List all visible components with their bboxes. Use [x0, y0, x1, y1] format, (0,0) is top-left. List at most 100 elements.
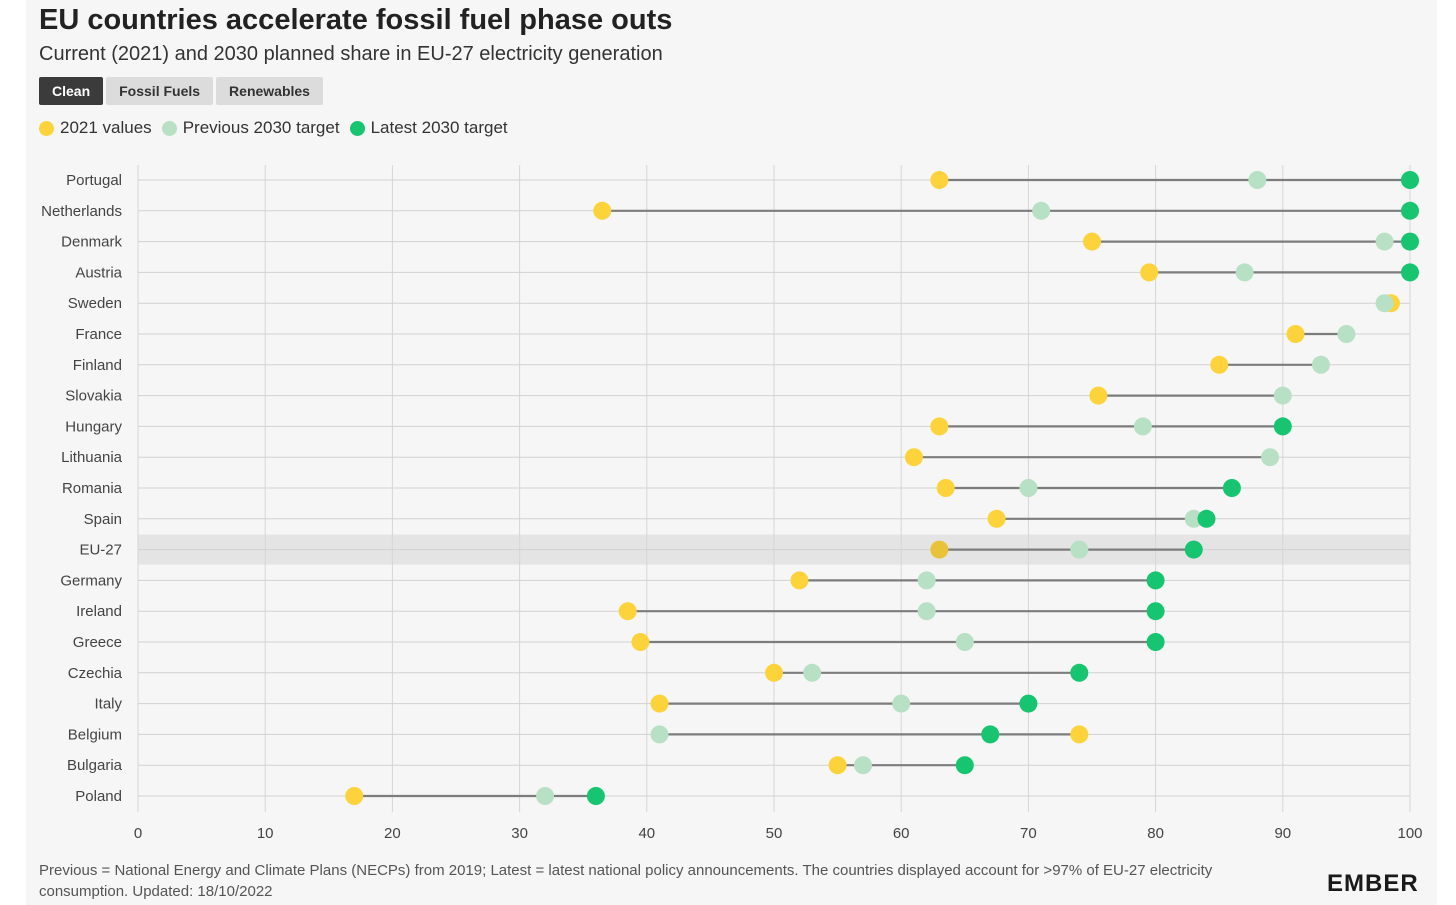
chart-card	[26, 0, 1437, 905]
point-v2021	[765, 663, 783, 682]
point-v2021	[593, 201, 612, 220]
tab-clean[interactable]: Clean	[39, 77, 104, 105]
point-v2021	[1140, 263, 1159, 282]
point-latest	[1146, 571, 1165, 590]
point-prev	[1375, 232, 1394, 251]
point-prev	[892, 694, 911, 713]
point-prev	[955, 633, 974, 651]
point-latest	[586, 787, 605, 805]
point-prev	[1337, 325, 1356, 343]
country-label: Slovakia	[65, 388, 122, 405]
point-v2021	[1070, 725, 1089, 744]
point-latest	[1070, 663, 1089, 682]
legend-item-2021: 2021 values	[39, 118, 152, 138]
tab-fossil-fuels[interactable]: Fossil Fuels	[106, 77, 214, 105]
legend-label-latest-target: Latest 2030 target	[370, 118, 508, 137]
point-v2021	[345, 787, 364, 805]
legend-dot-2021	[39, 120, 54, 136]
x-tick-label: 80	[1147, 825, 1164, 842]
country-label: Denmark	[61, 234, 122, 251]
legend-item-latest-target: Latest 2030 target	[349, 118, 508, 138]
x-tick-label: 90	[1274, 825, 1291, 842]
point-prev	[1375, 294, 1394, 313]
country-label: Spain	[84, 511, 122, 528]
legend-item-previous-target: Previous 2030 target	[161, 118, 340, 138]
point-v2021	[631, 633, 650, 651]
point-prev	[1019, 479, 1038, 497]
country-label: Czechia	[68, 665, 123, 682]
country-label: Hungary	[65, 418, 122, 435]
point-v2021	[930, 417, 949, 436]
country-label: Sweden	[68, 295, 122, 312]
point-prev	[1235, 263, 1254, 282]
point-v2021	[650, 694, 669, 713]
country-label: Greece	[73, 634, 122, 651]
point-prev	[1070, 540, 1089, 559]
x-tick-label: 50	[766, 825, 783, 842]
chart-title: EU countries accelerate fossil fuel phas…	[39, 4, 673, 36]
point-latest	[1273, 417, 1292, 436]
point-prev	[1184, 509, 1203, 528]
point-prev	[1273, 386, 1292, 405]
point-v2021	[930, 171, 949, 189]
x-tick-label: 60	[893, 825, 910, 842]
point-v2021	[1210, 355, 1229, 374]
point-prev	[854, 756, 873, 775]
country-label: Portugal	[66, 172, 122, 189]
point-prev	[917, 571, 936, 590]
x-tick-label: 70	[1020, 825, 1037, 842]
point-latest	[1222, 479, 1241, 497]
point-latest	[1146, 602, 1165, 621]
point-v2021	[790, 571, 809, 590]
x-tick-label: 10	[257, 825, 274, 842]
point-v2021	[987, 509, 1006, 528]
point-prev	[1311, 355, 1330, 374]
point-latest	[1019, 694, 1038, 713]
point-prev	[1133, 417, 1152, 436]
point-latest	[1401, 201, 1419, 220]
country-label: Austria	[75, 264, 122, 281]
country-label: EU-27	[79, 542, 122, 559]
point-v2021	[828, 756, 847, 775]
x-tick-label: 30	[511, 825, 528, 842]
x-tick-label: 100	[1397, 825, 1422, 842]
ember-logo: EMBER	[1327, 870, 1419, 897]
point-latest	[955, 756, 974, 775]
point-v2021	[618, 602, 637, 621]
legend-dot-latest-target	[349, 120, 365, 136]
point-prev	[1248, 171, 1267, 189]
point-prev	[650, 725, 669, 744]
point-latest	[1197, 509, 1216, 528]
legend-dot-previous-target	[161, 120, 177, 136]
country-label: Romania	[62, 480, 123, 497]
chart-subtitle: Current (2021) and 2030 planned share in…	[39, 43, 663, 65]
metric-tabs: Clean Fossil Fuels Renewables	[39, 77, 323, 105]
legend-label-previous-target: Previous 2030 target	[182, 118, 340, 137]
x-tick-label: 20	[384, 825, 401, 842]
x-tick-label: 0	[134, 825, 142, 842]
point-latest	[1184, 540, 1203, 559]
country-label: Germany	[60, 572, 122, 589]
point-v2021	[1083, 232, 1101, 251]
country-label: Lithuania	[61, 449, 123, 466]
country-label: Italy	[94, 696, 122, 713]
x-tick-label: 40	[638, 825, 655, 842]
country-label: Netherlands	[41, 203, 122, 220]
footnote: Previous = National Energy and Climate P…	[39, 862, 1213, 900]
country-label: Poland	[75, 788, 122, 805]
country-label: France	[75, 326, 122, 343]
chart-legend: 2021 values Previous 2030 target Latest …	[39, 118, 518, 138]
point-latest	[1401, 263, 1419, 282]
legend-label-2021: 2021 values	[60, 118, 152, 137]
point-v2021	[1089, 386, 1108, 405]
point-latest	[1401, 232, 1419, 251]
point-latest	[981, 725, 1000, 744]
point-prev	[1032, 201, 1051, 220]
point-prev	[917, 602, 936, 621]
tab-renewables[interactable]: Renewables	[216, 77, 323, 105]
point-prev	[536, 787, 555, 805]
country-label: Bulgaria	[67, 757, 123, 774]
point-prev	[1261, 448, 1280, 467]
point-latest	[1401, 171, 1419, 189]
